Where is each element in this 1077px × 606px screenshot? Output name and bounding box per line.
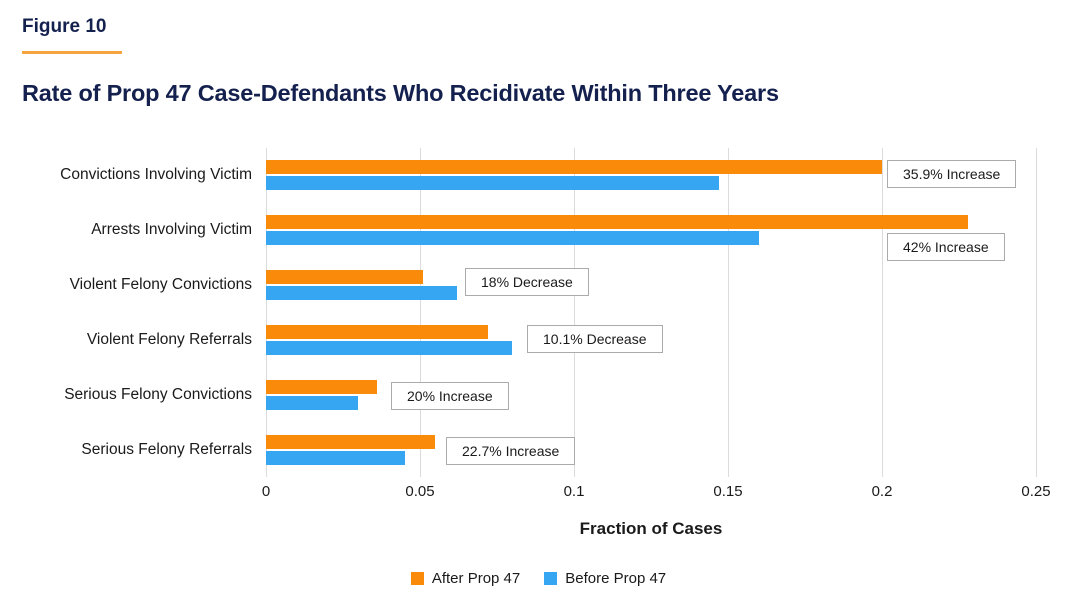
annotation-box: 10.1% Decrease xyxy=(527,325,663,353)
category-label: Serious Felony Convictions xyxy=(64,386,252,403)
legend-item: After Prop 47 xyxy=(410,570,521,587)
category-label: Serious Felony Referrals xyxy=(81,441,252,458)
annotation-box: 35.9% Increase xyxy=(887,160,1017,188)
legend-swatch xyxy=(544,572,558,585)
annotation-box: 18% Decrease xyxy=(465,268,589,296)
figure-label-underline xyxy=(22,51,122,54)
bar-before-prop-47 xyxy=(266,396,358,410)
legend: After Prop 47 Before Prop 47 xyxy=(0,570,1077,587)
bar-before-prop-47 xyxy=(266,176,719,190)
category-label: Convictions Involving Victim xyxy=(60,166,252,183)
bar-after-prop-47 xyxy=(266,435,435,449)
gridline xyxy=(574,148,575,477)
annotation-box: 22.7% Increase xyxy=(446,437,576,465)
chart-title: Rate of Prop 47 Case-Defendants Who Reci… xyxy=(22,80,779,106)
gridline xyxy=(1036,148,1037,477)
x-tick-label: 0 xyxy=(261,483,271,500)
x-axis-label: Fraction of Cases xyxy=(579,519,723,538)
x-tick-label: 0.1 xyxy=(563,483,585,500)
gridline xyxy=(728,148,729,477)
category-label: Violent Felony Referrals xyxy=(86,331,252,348)
legend-label: Before Prop 47 xyxy=(565,570,667,587)
x-tick-label: 0.25 xyxy=(1021,483,1051,500)
x-tick-label: 0.05 xyxy=(405,483,435,500)
annotation-box: 20% Increase xyxy=(391,382,509,410)
legend-label: After Prop 47 xyxy=(431,570,521,587)
gridline xyxy=(420,148,421,477)
category-label: Arrests Involving Victim xyxy=(91,221,252,238)
legend-item: Before Prop 47 xyxy=(544,570,666,587)
bar-after-prop-47 xyxy=(266,380,377,394)
x-tick-label: 0.2 xyxy=(871,483,893,500)
gridline xyxy=(266,148,267,477)
bar-before-prop-47 xyxy=(266,341,512,355)
bar-after-prop-47 xyxy=(266,160,882,174)
figure-label: Figure 10 xyxy=(22,16,107,37)
bar-after-prop-47 xyxy=(266,270,423,284)
bar-after-prop-47 xyxy=(266,215,968,229)
bar-before-prop-47 xyxy=(266,451,405,465)
annotation-box: 42% Increase xyxy=(887,233,1005,261)
bar-after-prop-47 xyxy=(266,325,488,339)
bar-before-prop-47 xyxy=(266,286,457,300)
x-tick-label: 0.15 xyxy=(713,483,743,500)
category-label: Violent Felony Convictions xyxy=(69,276,252,293)
gridline xyxy=(882,148,883,477)
legend-swatch xyxy=(410,572,424,585)
bar-before-prop-47 xyxy=(266,231,759,245)
